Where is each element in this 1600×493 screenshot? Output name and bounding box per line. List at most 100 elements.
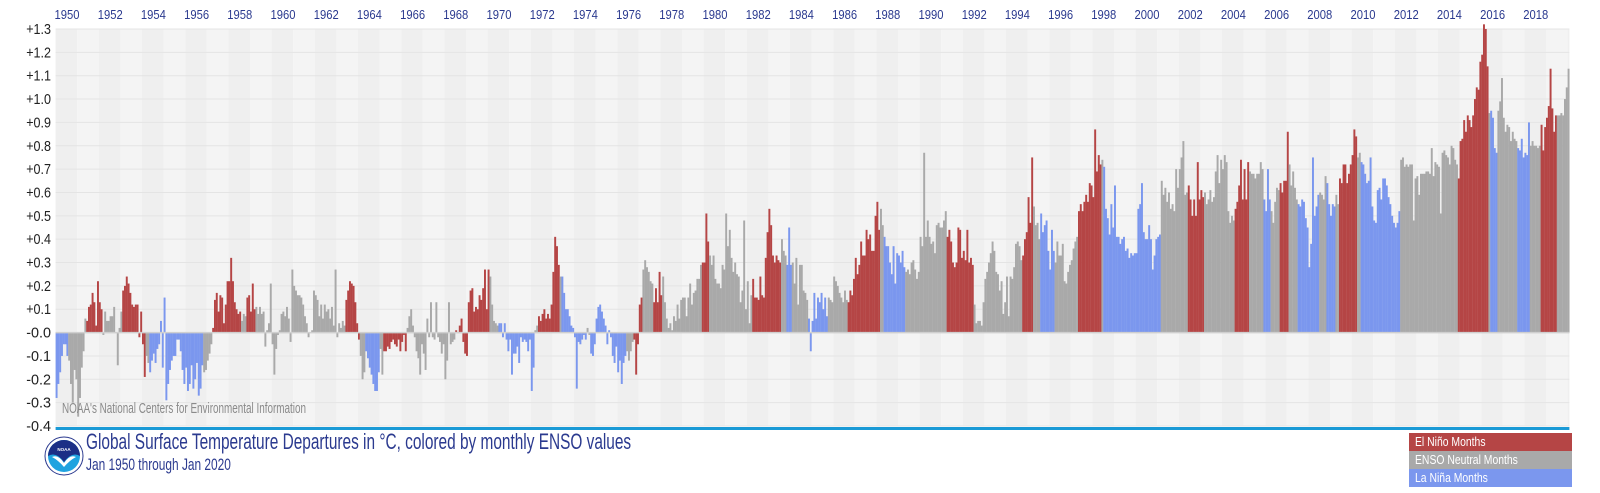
- bar-1988-03: [880, 208, 882, 333]
- bar-1998-06: [1101, 159, 1104, 333]
- bar-2013-04: [1421, 173, 1424, 333]
- bar-1981-07: [736, 274, 738, 333]
- bar-1952-11: [116, 332, 119, 366]
- bar-1990-11: [937, 222, 940, 333]
- bar-2007-08: [1299, 206, 1302, 333]
- bar-1993-04: [989, 253, 992, 333]
- year-band-1973: [552, 29, 574, 426]
- bar-1981-08: [737, 276, 740, 333]
- year-band-1955: [163, 29, 186, 426]
- bar-2014-05: [1445, 155, 1448, 333]
- bar-1995-05: [1034, 225, 1037, 333]
- legend-la-nina: La Niña Months: [1409, 469, 1572, 487]
- bar-1964-10: [374, 332, 377, 391]
- bar-1966-06: [410, 309, 413, 333]
- bar-1971-08: [521, 332, 524, 342]
- bar-1999-06: [1123, 236, 1125, 333]
- bar-1951-03: [80, 332, 83, 368]
- year-band-1977: [638, 29, 661, 426]
- bar-2010-04: [1357, 157, 1359, 333]
- bar-1990-10: [935, 225, 938, 333]
- bar-2017-03: [1506, 124, 1509, 333]
- bar-2007-07: [1297, 204, 1300, 333]
- bar-1950-06: [64, 332, 67, 345]
- bar-1966-09: [415, 332, 418, 352]
- bar-2010-11: [1369, 157, 1372, 333]
- bar-2007-10: [1303, 201, 1305, 333]
- bar-1995-08: [1040, 213, 1043, 333]
- bar-1981-05: [732, 271, 735, 333]
- bar-2001-12: [1177, 187, 1179, 333]
- bar-1980-06: [712, 255, 715, 333]
- bar-1952-07: [109, 316, 112, 333]
- bar-1953-11: [138, 332, 141, 338]
- bar-1960-03: [275, 332, 278, 349]
- bar-1971-05: [516, 332, 519, 347]
- bar-1967-09: [437, 332, 440, 338]
- bar-1986-10: [849, 290, 852, 333]
- x-tick-label: 1958: [227, 7, 252, 22]
- bar-1982-12: [766, 232, 769, 333]
- bar-1968-09: [458, 325, 461, 333]
- x-tick-label: 1970: [487, 7, 512, 22]
- bar-1993-08: [997, 274, 999, 333]
- bar-1977-02: [640, 297, 643, 333]
- bar-1965-05: [386, 332, 389, 347]
- bar-1952-06: [107, 320, 110, 333]
- bar-1974-06: [583, 332, 585, 335]
- y-tick-label: +0.5: [26, 208, 51, 225]
- bar-1972-06: [539, 320, 542, 333]
- bar-1959-02: [251, 283, 254, 333]
- bar-1950-07: [66, 332, 69, 356]
- bar-1987-04: [860, 241, 863, 333]
- bar-1956-06: [194, 332, 197, 380]
- bar-1999-03: [1117, 236, 1120, 333]
- bar-1953-12: [140, 311, 143, 333]
- bar-1992-02: [964, 260, 967, 333]
- bar-2011-02: [1375, 222, 1377, 333]
- bar-1958-10: [244, 316, 247, 333]
- bar-2006-04: [1270, 211, 1273, 333]
- bar-1980-09: [718, 283, 720, 333]
- bar-1998-12: [1112, 227, 1115, 333]
- bar-1983-08: [781, 239, 783, 333]
- bar-1972-08: [543, 309, 546, 333]
- bar-1961-02: [295, 290, 297, 333]
- bar-1993-06: [993, 250, 996, 333]
- bar-1969-07: [476, 309, 479, 333]
- bar-1978-01: [660, 295, 663, 333]
- bar-1989-11: [916, 278, 918, 333]
- bar-1975-04: [601, 311, 603, 333]
- bar-2011-01: [1373, 220, 1376, 333]
- bar-1965-06: [388, 332, 391, 349]
- bar-1973-04: [557, 264, 560, 333]
- bar-2005-04: [1249, 171, 1251, 333]
- bar-1953-06: [129, 292, 132, 333]
- bar-1969-04: [471, 288, 474, 333]
- bar-2017-09: [1517, 148, 1520, 333]
- bar-1956-11: [203, 332, 206, 373]
- bar-1992-12: [982, 302, 985, 333]
- bar-1980-05: [710, 264, 713, 333]
- bar-2016-01: [1481, 54, 1484, 333]
- bar-2017-06: [1511, 131, 1514, 333]
- bar-1969-10: [482, 288, 485, 333]
- bar-1962-10: [331, 306, 333, 333]
- bar-1988-04: [881, 225, 884, 333]
- bar-1979-06: [691, 304, 693, 333]
- bar-1969-01: [466, 332, 468, 356]
- y-tick-label: -0.2: [26, 371, 51, 388]
- bar-1951-08: [89, 304, 92, 333]
- bar-1958-07: [239, 311, 242, 333]
- bar-1974-05: [581, 332, 584, 340]
- bar-1994-01: [1006, 276, 1008, 333]
- bar-1971-04: [514, 332, 517, 354]
- bar-2019-01: [1546, 117, 1548, 333]
- x-tick-label: 1986: [832, 7, 857, 22]
- legend-el-nino: El Niño Months: [1409, 433, 1572, 451]
- bar-1978-09: [674, 320, 677, 333]
- bar-1974-10: [590, 332, 593, 354]
- bar-1997-02: [1072, 248, 1075, 333]
- bar-2001-04: [1162, 194, 1165, 333]
- bar-1962-09: [329, 318, 332, 333]
